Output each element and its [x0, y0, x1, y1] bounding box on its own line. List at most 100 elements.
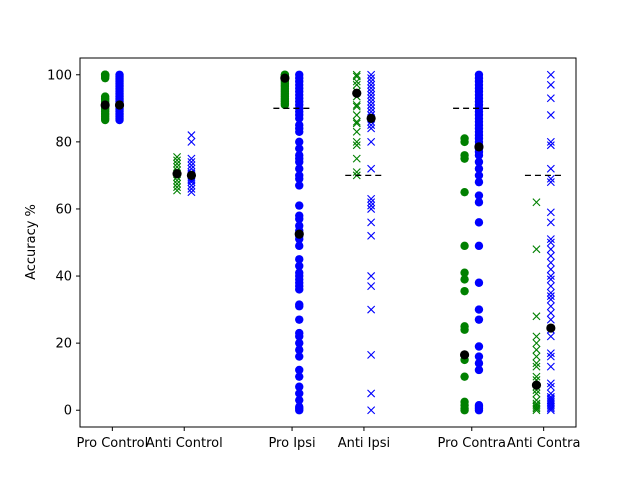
data-point-blue-anti-ipsi [367, 305, 376, 314]
data-point-blue-anti-control [187, 131, 196, 140]
data-point-blue-pro-contra [474, 164, 484, 173]
data-point-blue-anti-control [187, 178, 196, 187]
data-point-blue-anti-ipsi [367, 204, 376, 213]
data-point-blue-anti-contra [546, 272, 555, 281]
mean-marker-green-pro-control [100, 100, 110, 110]
data-point-blue-anti-ipsi [367, 194, 376, 203]
data-point-blue-pro-contra [474, 171, 484, 180]
data-point-blue-pro-ipsi [295, 114, 304, 123]
data-point-blue-anti-contra [546, 288, 555, 297]
data-point-green-anti-ipsi [352, 168, 361, 177]
mean-marker-blue-pro-ipsi [294, 229, 304, 239]
data-point-blue-anti-contra [546, 404, 555, 413]
data-point-green-anti-contra [532, 404, 541, 413]
data-point-green-anti-contra [532, 352, 541, 361]
data-point-blue-anti-contra [546, 251, 555, 260]
data-point-blue-anti-ipsi [367, 77, 376, 86]
data-point-green-pro-contra [460, 154, 469, 163]
data-point-blue-anti-contra [546, 208, 555, 217]
data-point-blue-pro-ipsi [295, 164, 304, 173]
data-point-blue-anti-contra [546, 265, 555, 274]
data-point-green-anti-ipsi [352, 70, 361, 79]
data-point-blue-pro-contra [474, 278, 484, 287]
data-point-green-pro-contra [460, 286, 469, 296]
data-point-blue-anti-contra [546, 111, 555, 120]
data-point-blue-pro-contra [474, 218, 484, 227]
data-point-blue-anti-contra [546, 258, 555, 267]
data-point-blue-pro-ipsi [295, 241, 304, 251]
data-point-blue-anti-control [187, 137, 196, 146]
data-point-blue-pro-ipsi [295, 406, 304, 415]
data-point-blue-anti-ipsi [367, 198, 376, 207]
data-point-blue-anti-ipsi [367, 80, 376, 89]
data-point-blue-anti-contra [546, 349, 555, 358]
data-point-green-anti-contra [532, 406, 541, 415]
data-point-green-anti-contra [532, 372, 541, 381]
data-point-blue-pro-ipsi [295, 302, 304, 311]
data-point-blue-anti-control [187, 184, 196, 193]
data-point-blue-anti-contra [546, 379, 555, 388]
data-point-blue-anti-contra [546, 164, 555, 173]
data-point-blue-anti-ipsi [367, 100, 376, 109]
data-point-blue-anti-control [187, 154, 196, 163]
data-point-blue-anti-contra [546, 282, 555, 291]
data-point-blue-anti-ipsi [367, 389, 376, 398]
y-tick-label: 80 [55, 135, 72, 150]
data-point-blue-anti-contra [546, 406, 555, 415]
data-point-green-anti-ipsi [352, 111, 361, 120]
data-point-green-anti-control [173, 179, 182, 188]
data-point-blue-anti-contra [546, 178, 555, 187]
data-point-green-anti-control [173, 176, 182, 185]
data-point-blue-anti-contra [546, 141, 555, 150]
data-point-green-anti-contra [532, 198, 541, 207]
data-point-blue-pro-ipsi [295, 382, 304, 391]
data-point-blue-anti-contra [546, 137, 555, 146]
y-axis-title: Accuracy % [24, 204, 39, 280]
data-point-blue-anti-ipsi [367, 87, 376, 96]
data-point-green-anti-ipsi [352, 137, 361, 146]
data-point-blue-anti-ipsi [367, 107, 376, 116]
data-point-blue-pro-ipsi [295, 255, 304, 264]
data-point-blue-anti-control [187, 188, 196, 197]
data-point-blue-pro-ipsi [295, 365, 304, 375]
data-point-blue-anti-ipsi [367, 84, 376, 93]
data-point-green-pro-control [100, 115, 110, 125]
data-point-green-anti-contra [532, 359, 541, 368]
data-point-blue-anti-control [187, 161, 196, 170]
data-point-blue-pro-ipsi [295, 181, 304, 190]
data-point-blue-pro-ipsi [295, 144, 304, 153]
data-point-green-anti-ipsi [352, 100, 361, 109]
data-point-blue-pro-contra [474, 198, 484, 207]
data-point-blue-pro-contra [474, 406, 484, 415]
data-point-green-anti-ipsi [352, 119, 361, 128]
data-point-blue-pro-ipsi [295, 285, 304, 294]
data-point-green-anti-ipsi [352, 80, 361, 89]
data-point-green-anti-ipsi [352, 154, 361, 163]
mean-marker-green-anti-ipsi [352, 88, 362, 98]
data-point-green-anti-ipsi [352, 77, 361, 86]
y-tick-label: 40 [55, 270, 72, 285]
data-point-blue-anti-ipsi [367, 272, 376, 281]
data-point-blue-anti-contra [546, 218, 555, 227]
data-point-blue-anti-contra [546, 238, 555, 247]
data-point-blue-anti-ipsi [367, 104, 376, 113]
data-point-green-anti-ipsi [352, 117, 361, 126]
data-point-blue-pro-ipsi [295, 332, 304, 341]
x-tick-label: Anti Contra [507, 436, 581, 451]
data-point-blue-anti-contra [546, 245, 555, 254]
data-point-blue-anti-ipsi [367, 74, 376, 83]
data-point-blue-pro-ipsi [295, 174, 304, 183]
data-point-blue-anti-contra [546, 352, 555, 361]
data-point-blue-pro-contra [474, 315, 484, 324]
x-tick-label: Anti Ipsi [338, 436, 390, 451]
data-point-blue-anti-ipsi [367, 97, 376, 106]
data-point-blue-anti-contra [546, 332, 555, 341]
data-point-green-pro-contra [460, 325, 469, 334]
data-point-blue-anti-ipsi [367, 231, 376, 240]
data-point-blue-anti-contra [546, 302, 555, 311]
data-point-blue-pro-contra [474, 241, 484, 251]
data-point-green-anti-contra [532, 402, 541, 411]
data-point-blue-anti-contra [546, 402, 555, 411]
data-point-blue-pro-ipsi [295, 201, 304, 210]
data-point-blue-pro-ipsi [295, 261, 304, 271]
